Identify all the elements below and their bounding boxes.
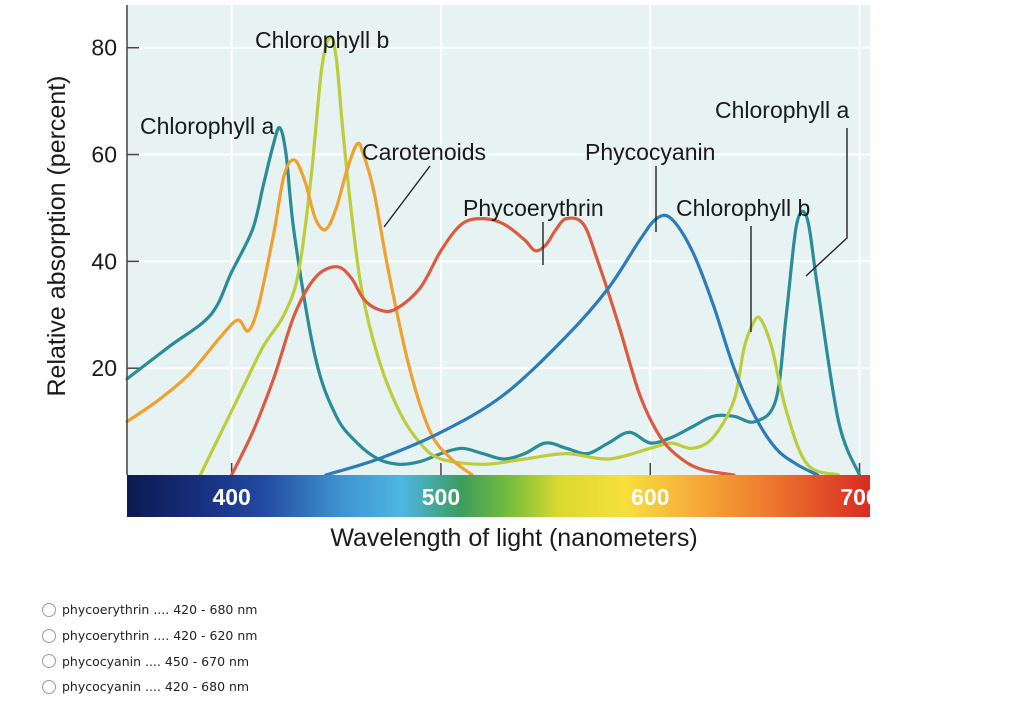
answer-option[interactable]: phycocyanin .... 420 - 680 nm xyxy=(42,674,257,700)
gridlines xyxy=(127,5,870,475)
answer-option[interactable]: phycoerythrin .... 420 - 680 nm xyxy=(42,597,257,623)
y-tick-label: 80 xyxy=(91,35,117,61)
annotation-chlorophyll-a-left: Chlorophyll a xyxy=(140,113,274,139)
x-tick-label: 600 xyxy=(631,484,669,510)
y-axis-title: Relative absorption (percent) xyxy=(43,76,71,397)
annotation-chlorophyll-b-top: Chlorophyll b xyxy=(255,27,389,53)
series-lines xyxy=(125,35,862,477)
series-line-carotenoids xyxy=(125,141,474,477)
radio-button[interactable] xyxy=(42,602,56,617)
radio-button[interactable] xyxy=(42,679,56,694)
leader-line xyxy=(383,165,431,228)
annotation-carotenoids: Carotenoids xyxy=(362,139,486,165)
wavelength-spectrum-bar xyxy=(127,475,870,517)
annotation-leaders xyxy=(383,128,848,332)
x-tick-label: 700 xyxy=(840,484,878,510)
answer-option-label: phycoerythrin .... 420 - 680 nm xyxy=(62,602,258,618)
leader-line xyxy=(805,128,848,277)
series-line-phycocyanin xyxy=(324,213,820,477)
answer-option-label: phycoerythrin .... 420 - 620 nm xyxy=(62,628,258,644)
annotation-phycocyanin: Phycocyanin xyxy=(585,139,715,165)
spectrum-tick-labels: 400 500 600 700 xyxy=(212,484,878,510)
answer-option[interactable]: phycocyanin .... 450 - 670 nm xyxy=(42,648,257,674)
answer-option-label: phycocyanin .... 450 - 670 nm xyxy=(62,653,250,669)
x-tick-label: 500 xyxy=(422,484,460,510)
radio-button[interactable] xyxy=(42,628,56,643)
y-tick-label: 40 xyxy=(91,248,117,274)
answer-option[interactable]: phycoerythrin .... 420 - 620 nm xyxy=(42,623,257,649)
chart-svg: 20 40 60 80 400 500 600 700 Chlorophyll a Chlo… xyxy=(43,5,878,552)
annotation-chlorophyll-b-right: Chlorophyll b xyxy=(676,195,810,221)
x-axis-title: Wavelength of light (nanometers) xyxy=(330,524,697,552)
series-line-phycoerythrin xyxy=(230,216,736,477)
answer-options: phycoerythrin .... 420 - 680 nm phycoeryt… xyxy=(42,597,257,700)
y-tick-label: 60 xyxy=(91,142,117,168)
plot-background xyxy=(127,5,870,475)
absorption-spectrum-chart: 20 40 60 80 400 500 600 700 Chlorophyll a Chlo… xyxy=(43,5,878,552)
axis-ticks: 20 40 60 80 xyxy=(91,35,861,475)
y-tick-label: 20 xyxy=(91,355,117,381)
annotation-chlorophyll-a-right: Chlorophyll a xyxy=(715,97,849,123)
annotation-phycoerythrin: Phycoerythrin xyxy=(463,195,604,221)
x-tick-label: 400 xyxy=(212,484,250,510)
radio-button[interactable] xyxy=(42,654,56,669)
answer-option-label: phycocyanin .... 420 - 680 nm xyxy=(62,679,250,695)
